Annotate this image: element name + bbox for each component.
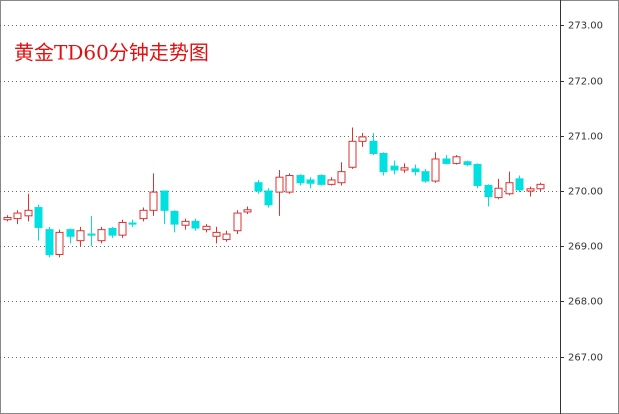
y-tick-label: 273.00 xyxy=(568,21,603,32)
candle-body xyxy=(222,233,231,241)
candle-body xyxy=(243,209,252,213)
candle-body xyxy=(515,178,524,191)
candle-body xyxy=(264,190,273,206)
candle-body xyxy=(369,140,378,154)
candle-body xyxy=(463,161,472,165)
candle-body xyxy=(191,220,200,229)
candle-body xyxy=(390,165,399,171)
candle-body xyxy=(505,182,514,195)
candle-body xyxy=(118,221,127,236)
candle-body xyxy=(87,233,96,236)
candle-body xyxy=(411,168,420,173)
candle-body xyxy=(296,175,305,184)
candle-body xyxy=(421,171,430,182)
candle-body xyxy=(442,158,451,164)
candle-body xyxy=(128,222,137,225)
chart-title: 黄金TD60分钟走势图 xyxy=(14,41,209,65)
candle-body xyxy=(317,175,326,185)
candle-body xyxy=(431,158,440,182)
candle-body xyxy=(233,212,242,232)
candle-body xyxy=(97,229,106,242)
candle-body xyxy=(45,229,54,255)
candle-body xyxy=(160,190,169,211)
y-tick-label: 269.00 xyxy=(568,242,603,253)
candle-body xyxy=(285,175,294,193)
y-tick-label: 270.00 xyxy=(568,187,603,198)
candle-body xyxy=(379,152,388,173)
candle-body xyxy=(327,179,336,185)
candle-body xyxy=(3,216,12,221)
candle-body xyxy=(254,182,263,192)
candle-body xyxy=(55,231,64,255)
y-tick-label: 272.00 xyxy=(568,77,603,88)
candle-body xyxy=(275,176,284,193)
candle-body xyxy=(13,212,22,220)
candle-body xyxy=(212,231,221,237)
candle-body xyxy=(108,228,117,236)
y-tick-label: 271.00 xyxy=(568,132,603,143)
candle-body xyxy=(484,184,493,198)
candle-body xyxy=(306,179,315,184)
candle-body xyxy=(24,209,33,217)
candle-body xyxy=(536,183,545,190)
candle-body xyxy=(348,140,357,168)
candle-body xyxy=(66,229,75,237)
candle-body xyxy=(358,136,367,142)
candle-body xyxy=(170,210,179,225)
candle-body xyxy=(34,207,43,228)
candle-body xyxy=(452,156,461,164)
candle-body xyxy=(139,209,148,220)
candle-body xyxy=(149,191,158,211)
candle-body xyxy=(337,171,346,184)
y-tick-label: 268.00 xyxy=(568,297,603,308)
candle-body xyxy=(494,187,503,199)
y-tick-label: 267.00 xyxy=(568,353,603,364)
candle-body xyxy=(526,188,535,192)
candle-body xyxy=(202,225,211,231)
candle-body xyxy=(181,220,190,226)
candle-body xyxy=(400,167,409,171)
candle-body xyxy=(473,163,482,186)
candle-body xyxy=(76,230,85,242)
